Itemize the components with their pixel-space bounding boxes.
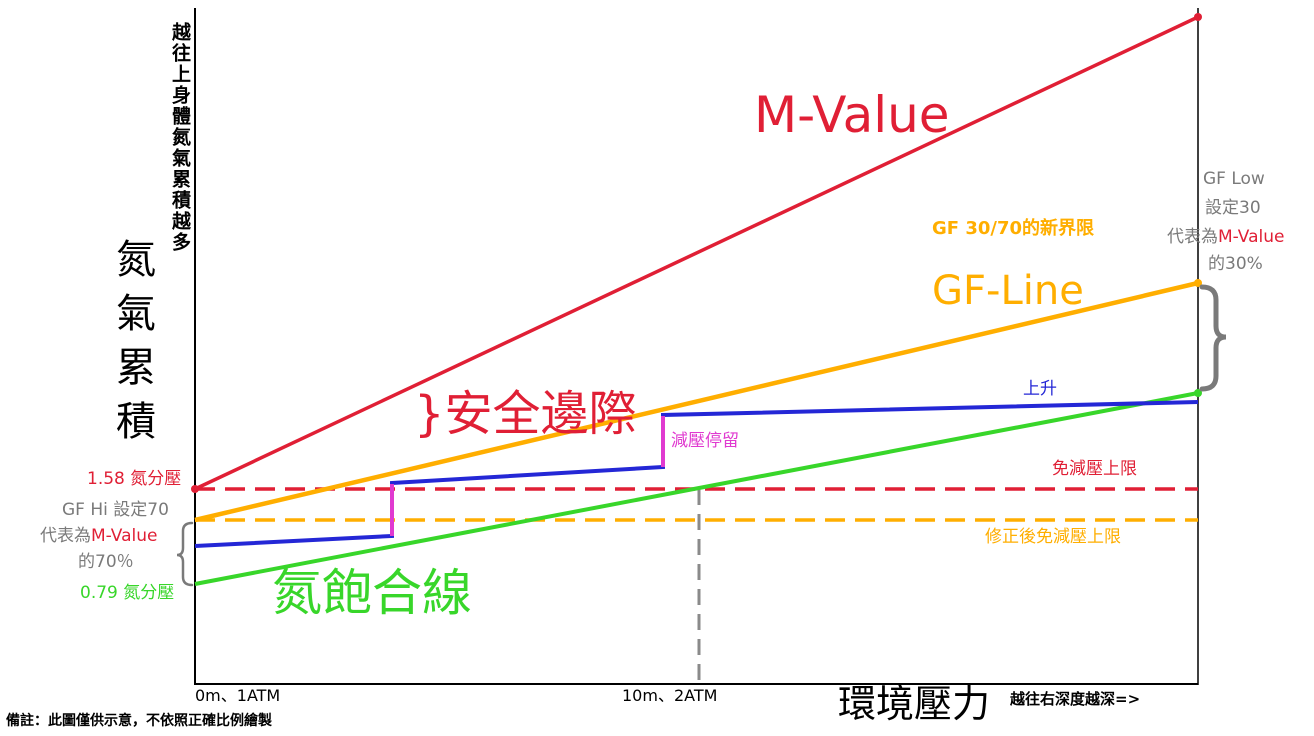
- x-tick-10m: 10m、2ATM: [622, 686, 718, 705]
- y-axis-vertical-note: 越往上身體氮氣累積越多: [169, 22, 191, 253]
- gf-low-brace-icon: [1199, 284, 1227, 392]
- x-axis-note: 越往右深度越深=>: [1010, 690, 1141, 708]
- gf-hi-line2-mvalue: M-Value: [91, 526, 158, 546]
- footnote: 備註：此圖僅供示意，不依照正確比例繪製: [6, 713, 272, 729]
- m-value-start-dot: [191, 485, 199, 493]
- x-tick-0m: 0m、1ATM: [195, 686, 281, 705]
- m-value-line: [194, 15, 1199, 491]
- m-value-end-dot: [1194, 13, 1202, 21]
- saturation-line: [194, 391, 1199, 586]
- gf-low-line2: 設定30: [1205, 198, 1261, 218]
- ascent-label: 上升: [1023, 379, 1057, 399]
- gf-line-end-dot: [1194, 279, 1202, 287]
- safety-margin-label: }安全邊際: [414, 386, 637, 442]
- x-axis-title: 環境壓力: [838, 682, 991, 726]
- gf-low-line4: 的30%: [1208, 254, 1263, 274]
- no-deco-limit-label: 免減壓上限: [1052, 459, 1137, 479]
- deco-stop-label: 減壓停留: [671, 431, 739, 451]
- gf-hi-line2: 代表為M-Value: [40, 528, 158, 545]
- gf-line: [194, 280, 1199, 523]
- pp-158-label: 1.58 氮分壓: [87, 469, 182, 489]
- saturation-line-label: 氮飽合線: [272, 564, 472, 622]
- m-value-label: M-Value: [754, 86, 950, 144]
- gf-low-line3: 代表為M-Value: [1167, 229, 1285, 246]
- gf-low-line3-mvalue: M-Value: [1218, 227, 1285, 247]
- gf-new-limit-label: GF 30/70的新界限: [932, 218, 1095, 239]
- gf-low-line1: GF Low: [1203, 169, 1265, 189]
- gf-hi-line3: 的70％: [78, 552, 134, 572]
- ascent-profile-line: [194, 400, 1199, 548]
- gf-hi-brace-icon: [176, 521, 194, 587]
- gf-line-label: GF-Line: [932, 268, 1084, 314]
- gf-hi-line1: GF Hi 設定70: [62, 500, 169, 520]
- pp-079-label: 0.79 氮分壓: [80, 583, 175, 603]
- gf-low-line3-prefix: 代表為: [1167, 227, 1218, 247]
- corrected-no-deco-limit-label: 修正後免減壓上限: [985, 527, 1121, 547]
- y-axis-title: 氮氣累積: [109, 238, 155, 454]
- gf-hi-line2-prefix: 代表為: [40, 526, 91, 546]
- saturation-end-dot: [1194, 389, 1202, 397]
